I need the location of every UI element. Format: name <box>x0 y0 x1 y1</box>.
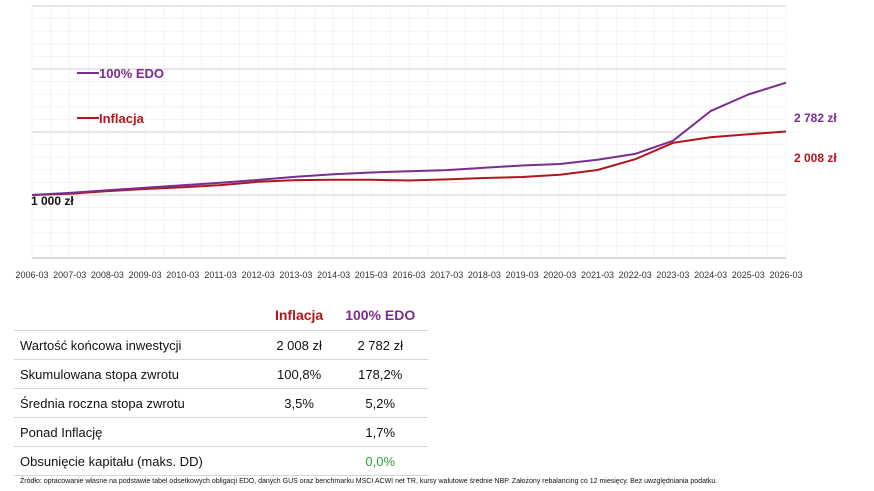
x-tick-label: 2007-03 <box>53 270 86 280</box>
x-tick-label: 2017-03 <box>430 270 463 280</box>
row-label: Obsunięcie kapitału (maks. DD) <box>14 446 266 476</box>
x-tick-label: 2011-03 <box>204 270 236 280</box>
x-tick-label: 2018-03 <box>468 270 501 280</box>
x-tick-label: 2013-03 <box>279 270 312 280</box>
cell-inflacja: 3,5% <box>265 388 333 418</box>
table-row: Wartość końcowa inwestycji 2 008 zł 2 78… <box>14 330 428 360</box>
cell-edo: 178,2% <box>332 359 428 389</box>
table-header-row: Inflacja 100% EDO <box>14 300 428 331</box>
x-tick-label: 2010-03 <box>166 270 199 280</box>
summary-table: Inflacja 100% EDO Wartość końcowa inwest… <box>14 300 428 476</box>
chart-grid <box>31 5 787 259</box>
chart-series <box>31 81 787 196</box>
x-tick-label: 2012-03 <box>242 270 275 280</box>
series-line-100-edo <box>31 81 787 196</box>
x-tick-label: 2006-03 <box>15 270 48 280</box>
x-tick-label: 2023-03 <box>656 270 689 280</box>
cell-inflacja: 100,8% <box>265 359 333 389</box>
table-row: Skumulowana stopa zwrotu 100,8% 178,2% <box>14 359 428 389</box>
x-tick-label: 2020-03 <box>543 270 576 280</box>
cell-edo: 1,7% <box>332 417 428 447</box>
row-label: Ponad Inflację <box>14 417 266 447</box>
x-tick-label: 2015-03 <box>355 270 388 280</box>
cell-edo: 2 782 zł <box>332 330 428 360</box>
cell-inflacja: 2 008 zł <box>265 330 333 360</box>
x-tick-label: 2008-03 <box>91 270 124 280</box>
table-row: Obsunięcie kapitału (maks. DD) 0,0% <box>14 446 428 476</box>
legend-label-edo: 100% EDO <box>99 66 164 81</box>
row-label: Średnia roczna stopa zwrotu <box>14 388 266 418</box>
cell-inflacja <box>265 446 333 476</box>
row-label: Skumulowana stopa zwrotu <box>14 359 266 389</box>
x-tick-label: 2021-03 <box>581 270 614 280</box>
x-tick-label: 2025-03 <box>732 270 765 280</box>
table-header-empty <box>14 300 266 331</box>
end-value-label-edo: 2 782 zł <box>794 111 837 125</box>
cell-inflacja <box>265 417 333 447</box>
x-tick-label: 2014-03 <box>317 270 350 280</box>
source-footnote: Źródło: opracowanie własne na podstawie … <box>20 478 718 485</box>
x-tick-label: 2026-03 <box>769 270 802 280</box>
line-chart: 2006-03 2007-03 2008-03 2009-03 2010-03 2011-… <box>15 5 837 280</box>
legend: 100% EDO Inflacja <box>77 66 164 126</box>
x-tick-label: 2009-03 <box>129 270 162 280</box>
legend-label-inflacja: Inflacja <box>99 111 145 126</box>
start-value-label: 1 000 zł <box>31 194 74 208</box>
row-label: Wartość końcowa inwestycji <box>14 330 266 360</box>
x-tick-label: 2024-03 <box>694 270 727 280</box>
x-tick-label: 2016-03 <box>392 270 425 280</box>
table-row: Średnia roczna stopa zwrotu 3,5% 5,2% <box>14 388 428 418</box>
table-header-inflacja: Inflacja <box>274 307 324 323</box>
cell-edo-dd: 0,0% <box>332 446 428 476</box>
table-header-edo: 100% EDO <box>345 307 416 323</box>
cell-edo: 5,2% <box>332 388 428 418</box>
x-tick-label: 2019-03 <box>506 270 539 280</box>
table-row: Ponad Inflację 1,7% <box>14 417 428 447</box>
x-tick-label: 2022-03 <box>619 270 652 280</box>
series-line-inflacja <box>31 130 787 196</box>
end-value-label-inflacja: 2 008 zł <box>794 151 837 165</box>
x-axis-ticks: 2006-03 2007-03 2008-03 2009-03 2010-03 2011-… <box>15 270 802 280</box>
